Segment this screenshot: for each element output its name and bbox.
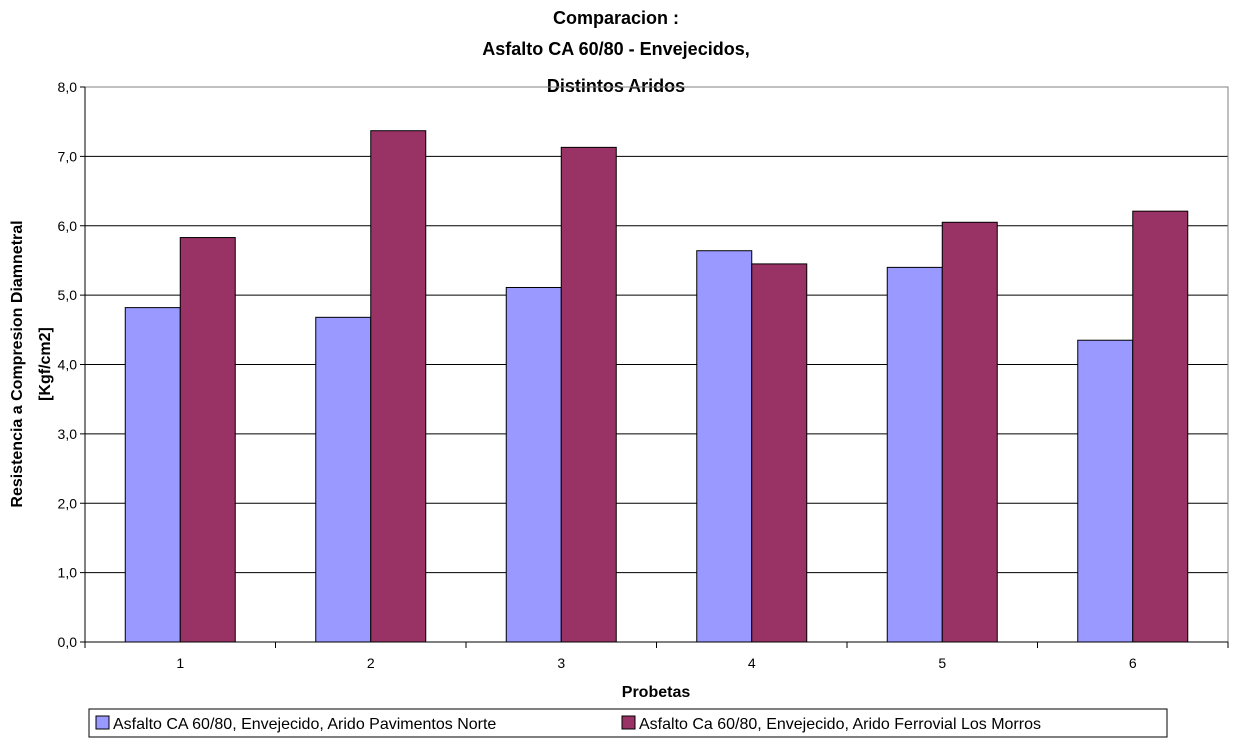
bar-series-2 bbox=[179, 237, 236, 643]
chart-title-line: Asfalto CA 60/80 - Envejecidos, bbox=[482, 39, 749, 59]
y-axis-title-line: [Kgf/cm2] bbox=[37, 327, 54, 401]
bar-series-2 bbox=[941, 221, 998, 643]
chart-title-line: Comparacion : bbox=[553, 8, 679, 28]
legend-label: Asfalto Ca 60/80, Envejecido, Arido Ferr… bbox=[639, 716, 1041, 733]
y-tick-label: 4,0 bbox=[58, 357, 78, 373]
legend-swatch bbox=[621, 715, 636, 730]
bar-series-2 bbox=[560, 146, 617, 643]
legend-label: Asfalto CA 60/80, Envejecido, Arido Pavi… bbox=[113, 716, 496, 733]
y-tick-label: 1,0 bbox=[58, 565, 78, 581]
y-tick-label: 5,0 bbox=[58, 287, 78, 303]
x-tick-label: 3 bbox=[557, 655, 565, 671]
x-axis-title: Probetas bbox=[622, 684, 691, 701]
x-tick-label: 5 bbox=[938, 655, 946, 671]
x-axis: 1 2 3 4 5 6 bbox=[84, 641, 1229, 671]
plot-area bbox=[84, 86, 1229, 643]
bar-series-1 bbox=[1077, 339, 1134, 643]
x-tick-label: 4 bbox=[748, 655, 756, 671]
y-tick-label: 0,0 bbox=[58, 634, 78, 650]
chart-title: Comparacion : Asfalto CA 60/80 - Envejec… bbox=[482, 8, 749, 96]
y-tick-label: 8,0 bbox=[58, 79, 78, 95]
bar-series-2 bbox=[370, 130, 427, 643]
legend-frame bbox=[88, 708, 1168, 738]
bars bbox=[124, 130, 1189, 643]
bar-series-2 bbox=[751, 263, 808, 643]
bar-series-1 bbox=[886, 266, 943, 643]
bar-series-1 bbox=[696, 250, 753, 643]
y-axis-title: Resistencia a Compresion Diamnetral [Kgf… bbox=[9, 220, 54, 507]
y-axis-title-line: Resistencia a Compresion Diamnetral bbox=[9, 220, 26, 507]
y-tick-label: 3,0 bbox=[58, 426, 78, 442]
x-tick-label: 6 bbox=[1129, 655, 1137, 671]
y-tick-label: 6,0 bbox=[58, 218, 78, 234]
x-tick-label: 1 bbox=[176, 655, 184, 671]
legend-swatch bbox=[95, 715, 110, 730]
x-tick-label: 2 bbox=[367, 655, 375, 671]
y-tick-label: 7,0 bbox=[58, 148, 78, 164]
chart-title-line: Distintos Aridos bbox=[547, 76, 685, 96]
bar-series-1 bbox=[505, 286, 562, 643]
y-axis: 0,0 1,0 2,0 3,0 4,0 5,0 6,0 7,0 8,0 bbox=[58, 79, 86, 650]
bar-series-2 bbox=[1132, 210, 1189, 643]
bar-series-1 bbox=[315, 316, 372, 643]
legend-item-series-1: Asfalto CA 60/80, Envejecido, Arido Pavi… bbox=[95, 715, 496, 733]
legend-item-series-2: Asfalto Ca 60/80, Envejecido, Arido Ferr… bbox=[621, 715, 1041, 733]
y-tick-label: 2,0 bbox=[58, 495, 78, 511]
bar-series-1 bbox=[124, 307, 181, 643]
gridlines bbox=[85, 155, 1228, 574]
legend: Asfalto CA 60/80, Envejecido, Arido Pavi… bbox=[88, 708, 1168, 738]
